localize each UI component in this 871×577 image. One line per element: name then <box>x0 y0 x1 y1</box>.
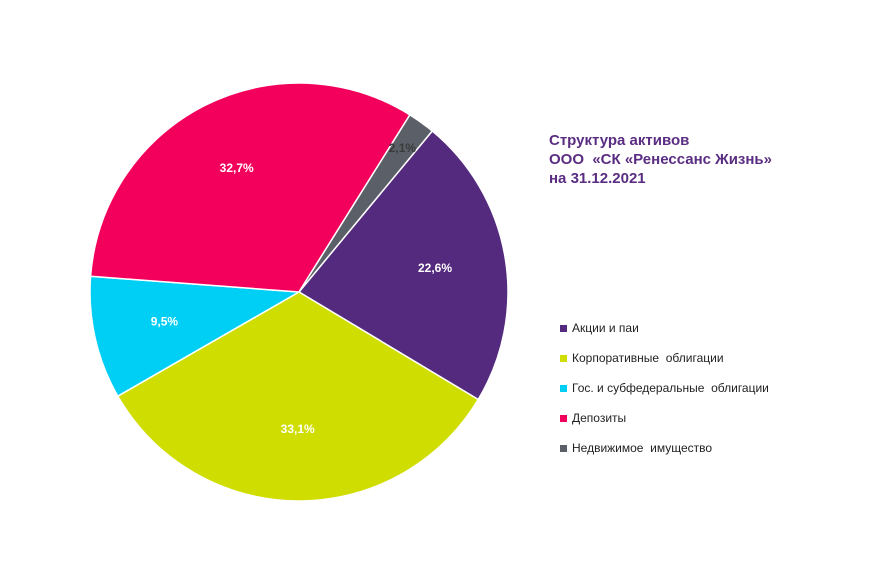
pie-slice-label-4: 32,7% <box>220 161 254 175</box>
legend-label: Депозиты <box>572 411 627 425</box>
pie-slice-5 <box>298 114 433 293</box>
chart-title-line-3: на 31.12.2021 <box>549 170 646 187</box>
legend-item-4: Депозиты <box>560 403 769 433</box>
chart-legend: Акции и паи Корпоративные облигации Гос. и… <box>560 313 769 463</box>
legend-swatch <box>560 324 567 332</box>
legend-label: Недвижимое имущество <box>572 441 713 455</box>
pie-slice-1 <box>298 130 509 401</box>
legend-label: Гос. и субфедеральные облигации <box>572 381 769 395</box>
legend-swatch <box>560 384 567 392</box>
chart-title-line-2: ООО «СК «Ренессанс Жизнь» <box>549 151 772 168</box>
legend-item-5: Недвижимое имущество <box>560 433 769 463</box>
chart-title: Структура активов ООО «СК «Ренессанс Жиз… <box>549 131 772 188</box>
legend-item-1: Акции и паи <box>560 313 769 343</box>
chart-title-line-1: Структура активов <box>549 132 690 149</box>
legend-label: Корпоративные облигации <box>572 351 724 365</box>
pie-slice-label-3: 9,5% <box>151 315 179 329</box>
legend-swatch <box>560 354 567 362</box>
pie-slice-label-2: 33,1% <box>281 422 315 436</box>
legend-swatch <box>560 414 567 422</box>
pie-slice-3 <box>89 275 300 397</box>
legend-label: Акции и паи <box>572 321 639 335</box>
pie-slice-4 <box>89 82 411 293</box>
legend-item-3: Гос. и субфедеральные облигации <box>560 373 769 403</box>
pie-slice-label-5: 2,1% <box>389 141 417 155</box>
pie-slice-2 <box>117 291 479 502</box>
legend-swatch <box>560 444 567 452</box>
legend-item-2: Корпоративные облигации <box>560 343 769 373</box>
pie-slice-label-1: 22,6% <box>418 261 452 275</box>
